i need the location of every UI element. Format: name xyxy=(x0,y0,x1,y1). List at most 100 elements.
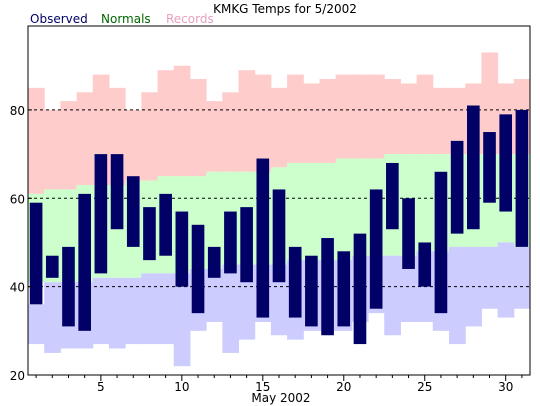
x-tick-label: 20 xyxy=(336,380,351,394)
record-high-segment xyxy=(173,65,191,177)
observed-bar xyxy=(434,171,448,314)
normal-range-segment xyxy=(416,154,434,252)
observed-bar xyxy=(256,158,270,318)
record-low-segment xyxy=(238,264,256,340)
record-low-segment xyxy=(44,282,61,353)
normal-range-segment xyxy=(335,158,353,261)
record-low-segment xyxy=(125,277,142,345)
record-high-segment xyxy=(189,79,207,177)
y-tick-label: 80 xyxy=(10,104,25,118)
record-low-segment xyxy=(497,242,515,318)
record-low-segment xyxy=(222,264,240,353)
observed-bar xyxy=(110,154,124,230)
record-high-segment xyxy=(319,79,337,163)
observed-bar xyxy=(369,189,383,309)
observed-bar xyxy=(321,238,334,336)
record-high-segment xyxy=(449,87,466,155)
record-high-segment xyxy=(481,52,499,155)
observed-bar xyxy=(207,246,221,278)
chart-title: KMKG Temps for 5/2002 xyxy=(213,2,357,16)
record-high-segment xyxy=(432,87,450,155)
record-high-segment xyxy=(416,74,434,155)
record-high-segment xyxy=(76,92,94,186)
record-low-segment xyxy=(400,255,418,322)
observed-bar xyxy=(272,189,286,283)
normal-range-segment xyxy=(206,171,223,269)
record-low-segment xyxy=(270,264,288,336)
observed-bar xyxy=(353,233,367,345)
record-high-segment xyxy=(368,74,385,159)
x-tick-label: 5 xyxy=(97,380,105,394)
record-low-segment xyxy=(449,246,466,345)
observed-bar xyxy=(288,246,302,318)
record-high-segment xyxy=(60,101,78,190)
normal-range-segment xyxy=(303,162,320,261)
observed-bar xyxy=(78,193,91,331)
y-tick-label: 40 xyxy=(10,281,25,295)
record-high-segment xyxy=(222,92,240,172)
record-low-segment xyxy=(157,273,175,345)
observed-bar xyxy=(191,224,205,314)
record-low-segment xyxy=(28,304,45,345)
observed-bar xyxy=(45,255,59,278)
x-axis: 5 10 15 20 25 30 xyxy=(35,375,523,394)
record-high-segment xyxy=(400,83,418,155)
record-high-segment xyxy=(238,70,256,172)
observed-bar xyxy=(143,207,156,261)
observed-bar xyxy=(29,202,43,305)
record-low-segment xyxy=(513,246,531,309)
record-high-segment xyxy=(384,79,401,155)
record-low-segment xyxy=(481,246,499,309)
legend: Observed Normals Records xyxy=(30,12,214,26)
x-tick-label: 10 xyxy=(174,380,189,394)
observed-bar xyxy=(467,105,480,230)
record-high-segment xyxy=(270,87,288,168)
observed-bar xyxy=(450,140,464,234)
legend-normals: Normals xyxy=(101,12,151,26)
x-tick-label: 15 xyxy=(255,380,270,394)
record-high-segment xyxy=(206,101,223,172)
observed-bar xyxy=(499,114,513,212)
y-tick-label: 20 xyxy=(10,369,25,383)
record-high-segment xyxy=(351,74,369,159)
observed-bar xyxy=(159,193,172,256)
record-low-segment xyxy=(173,273,191,367)
record-high-segment xyxy=(125,109,142,181)
observed-bars xyxy=(29,105,529,345)
record-high-segment xyxy=(287,74,304,163)
record-low-segment xyxy=(384,255,401,336)
observed-bar xyxy=(305,255,318,327)
record-high-segment xyxy=(28,87,45,194)
record-high-segment xyxy=(303,83,320,163)
normal-range-segment xyxy=(351,158,369,256)
record-high-segment xyxy=(157,70,175,177)
observed-bar xyxy=(386,162,399,230)
x-axis-label: May 2002 xyxy=(251,391,310,405)
observed-bar xyxy=(224,211,237,274)
record-high-segment xyxy=(335,74,353,159)
legend-records: Records xyxy=(166,12,214,26)
record-high-segment xyxy=(254,74,272,172)
observed-bar xyxy=(402,198,415,269)
record-low-segment xyxy=(92,277,110,345)
observed-bar xyxy=(240,207,253,283)
observed-bar xyxy=(418,242,432,287)
observed-bar xyxy=(62,246,75,327)
record-low-segment xyxy=(206,268,223,322)
x-tick-label: 25 xyxy=(417,380,432,394)
observed-bar xyxy=(515,109,529,247)
record-low-segment xyxy=(108,277,126,349)
observed-bar xyxy=(483,132,496,203)
record-high-segment xyxy=(44,109,61,190)
record-low-segment xyxy=(141,273,159,345)
observed-bar xyxy=(337,251,351,327)
y-axis: 20 40 60 80 xyxy=(10,104,32,383)
normal-range-segment xyxy=(319,162,337,261)
legend-observed: Observed xyxy=(30,12,88,26)
observed-bar xyxy=(94,154,108,274)
observed-bar xyxy=(126,176,140,247)
record-high-segment xyxy=(141,92,159,181)
observed-bar xyxy=(175,211,189,287)
y-tick-label: 60 xyxy=(10,192,25,206)
